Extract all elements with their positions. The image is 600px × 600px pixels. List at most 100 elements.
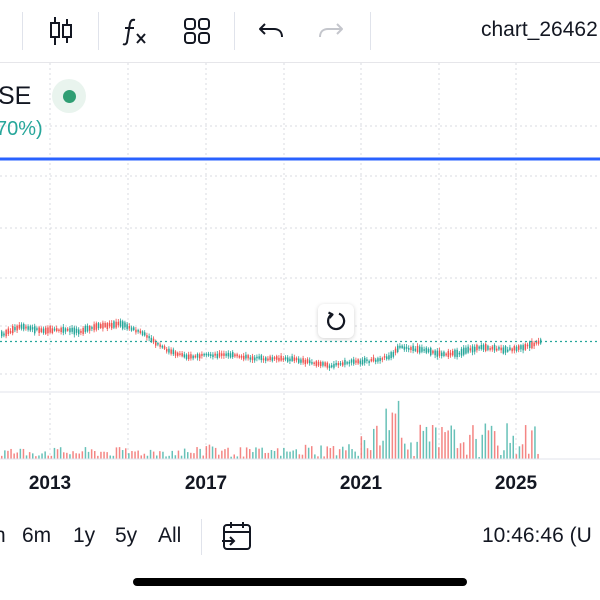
volume-bar [404,443,406,459]
volume-bar [357,455,359,459]
session-clock[interactable]: 10:46:46 (U [482,524,592,547]
candle-body [256,356,258,359]
candle-body [520,345,522,350]
candle-body [91,327,93,329]
range-button-all[interactable]: All [158,524,182,547]
candle-body [467,346,469,353]
candle-body [62,326,65,333]
candle-body [18,324,21,329]
indicators-button[interactable] [118,12,152,50]
candle-body [146,335,148,338]
candle-body [20,324,23,329]
candle-body [5,330,7,337]
candle-body [93,324,95,331]
volume-bar [10,448,12,459]
volume-bar [366,448,369,459]
chart-name[interactable]: chart_26462 [481,18,598,41]
candle-body [502,347,505,354]
home-indicator [133,578,467,586]
candle-body [232,352,234,358]
volume-bar [87,451,90,459]
volume-bar [63,452,65,459]
candle-body [348,361,351,364]
volume-bar [369,450,372,459]
redo-button[interactable] [314,12,348,50]
range-button-partial[interactable]: n [0,524,6,548]
candle-body [124,322,126,328]
candle-body [104,323,106,327]
volume-bar [84,447,87,459]
volume-bar [373,428,375,459]
candle-body [86,325,89,332]
candle-body [278,357,280,361]
volume-bar [66,452,68,459]
volume-bar [304,444,307,459]
volume-bar [503,450,505,459]
candle-body [141,331,144,336]
top-toolbar: chart_26462 [0,0,600,63]
volume-bar [32,453,34,459]
range-button-5y[interactable]: 5y [115,524,138,547]
volume-bar [335,455,338,459]
candle-body [432,350,434,354]
range-button-6m[interactable]: 6m [22,524,52,547]
candle-body [507,349,509,352]
go-to-date-button[interactable] [219,518,255,554]
volume-bar [431,425,434,459]
candle-body [291,356,293,361]
candle-body [214,353,216,356]
candle-body [469,348,472,351]
volume-bar [56,449,59,459]
candle-body [128,326,131,329]
candle-body [269,356,271,361]
time-axis-label: 2021 [339,473,383,494]
candle-body [383,356,386,358]
candle-body [276,356,278,360]
chart-type-button[interactable] [44,12,78,50]
candle-body [443,351,445,357]
volume-bar [469,434,471,459]
candle-body [322,362,324,366]
bottom-divider [201,519,202,555]
candle-body [320,361,322,367]
volume-bar [81,451,84,459]
volume-bar [47,455,49,459]
volume-bar [385,408,387,459]
candle-body [458,352,461,355]
candle-body [313,362,315,365]
chart-canvas[interactable] [0,63,600,508]
volume-bar [354,451,356,459]
candle-body [95,323,98,330]
candle-body [333,363,335,368]
candle-body [203,353,205,356]
candle-body [471,346,474,353]
candle-body [188,354,190,360]
candle-body [221,353,223,356]
candle-body [223,353,225,356]
status-dot-icon [62,89,76,103]
calendar-goto-icon [222,522,251,550]
volume-bar [497,445,499,459]
market-status-indicator[interactable] [52,79,86,113]
candle-body [324,362,326,366]
candle-body [240,355,243,358]
legend-symbol[interactable]: SE [0,82,32,110]
candle-body [163,346,166,349]
candle-body [155,340,157,346]
range-button-1y[interactable]: 1y [73,524,96,547]
volume-bar [72,451,74,459]
volume-bar [276,448,279,459]
volume-bar [239,447,242,459]
reset-chart-button[interactable] [318,304,354,338]
candle-body [496,348,498,351]
candle-body [298,358,300,363]
undo-button[interactable] [254,12,288,50]
candle-body [524,344,527,350]
volume-series [1,400,539,459]
candle-body [108,322,111,327]
candle-body [394,348,397,353]
volume-bar [376,425,378,459]
volume-bar [286,451,288,459]
layout-button[interactable] [180,12,214,50]
candle-body [238,355,241,358]
